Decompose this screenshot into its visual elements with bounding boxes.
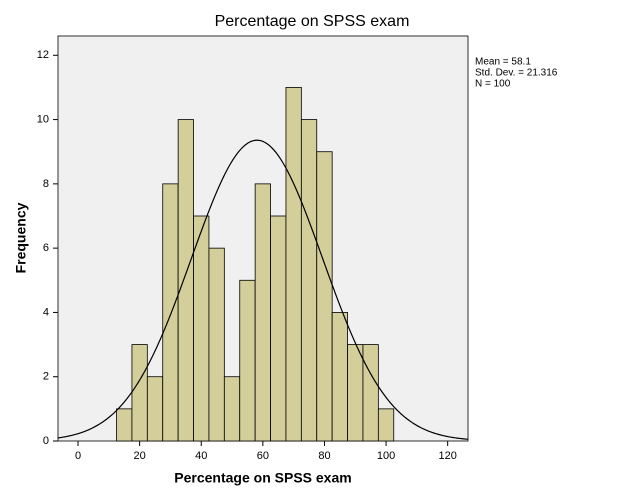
normal-curve (57, 139, 469, 440)
x-tick-label: 100 (377, 450, 395, 462)
y-tick-label: 12 (37, 49, 49, 61)
x-axis-label: Percentage on SPSS exam (174, 470, 351, 486)
stat-n: N = 100 (475, 79, 511, 90)
bar (193, 215, 210, 442)
y-tick-label: 0 (43, 435, 49, 447)
bar (223, 376, 241, 442)
stat-mean: Mean = 58.1 (475, 57, 531, 68)
y-tick-label: 6 (43, 242, 49, 254)
chart-title: Percentage on SPSS exam (215, 13, 410, 30)
x-tick-label: 40 (195, 450, 207, 462)
x-tick-label: 80 (318, 450, 330, 462)
y-tick-label: 4 (43, 306, 49, 318)
x-tick-label: 60 (257, 450, 269, 462)
bar (285, 87, 302, 442)
bar (208, 247, 225, 442)
bar (316, 151, 333, 442)
y-tick-label: 2 (43, 371, 49, 383)
bar (377, 408, 395, 442)
x-tick-label: 120 (438, 450, 456, 462)
bar (362, 344, 379, 442)
y-tick-label: 8 (43, 178, 49, 190)
y-axis-label: Frequency (13, 202, 29, 273)
bar (131, 344, 148, 442)
bar (239, 279, 256, 442)
stat-sd: Std. Dev. = 21.316 (475, 68, 558, 79)
bar (116, 408, 133, 442)
bar (254, 183, 271, 442)
bar (270, 215, 287, 442)
x-tick-label: 20 (134, 450, 146, 462)
bar (162, 183, 179, 442)
x-tick-label: 0 (75, 450, 81, 462)
bar (331, 312, 348, 442)
y-tick-label: 10 (37, 113, 49, 125)
bar (177, 119, 194, 442)
bar (300, 119, 318, 442)
bar (146, 376, 164, 442)
bar (347, 344, 364, 442)
